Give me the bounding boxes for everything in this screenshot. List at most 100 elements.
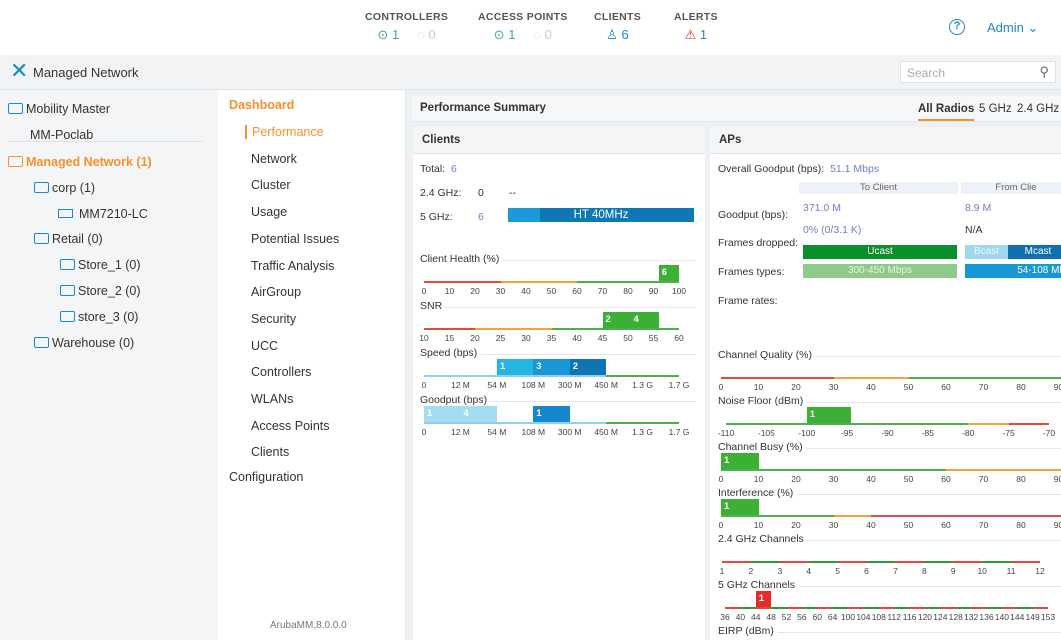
tick-label: 70 <box>978 474 989 484</box>
tab-5ghz[interactable]: 5 GHz <box>979 103 1012 115</box>
search-input[interactable]: Search ⚲ <box>900 61 1056 83</box>
mcast-bar[interactable]: Mcast <box>1008 245 1061 259</box>
user-menu[interactable]: Admin ⌄ <box>987 20 1039 35</box>
gauge-bar[interactable]: 1 <box>496 359 534 375</box>
rate-to-client-bar[interactable]: 300-450 Mbps <box>803 264 957 278</box>
tick-label: 90 <box>1053 474 1061 484</box>
nav-item-usage[interactable]: Usage <box>251 205 288 220</box>
divider <box>718 540 1061 541</box>
5ghz-clients-bar[interactable]: HT 40MHz <box>508 208 694 222</box>
tick-label: 1.3 G <box>632 427 653 437</box>
gauge-zone <box>771 607 787 609</box>
gauge-axis: 6 0 10 20 30 40 50 60 70 80 90 100 <box>422 265 686 301</box>
gauge-bar[interactable]: 3 <box>533 359 570 375</box>
nav-item-access-points[interactable]: Access Points <box>251 418 330 433</box>
nav-item-traffic-analysis[interactable]: Traffic Analysis <box>251 258 335 273</box>
gauge-bar[interactable]: 1 <box>721 453 759 469</box>
tick-label: 10 <box>444 286 455 296</box>
access-points-label: ACCESS POINTS <box>478 11 568 23</box>
gauge-zone <box>894 607 910 609</box>
gauge-bar[interactable]: 1 <box>755 591 772 607</box>
tick-label: 52 <box>781 612 792 622</box>
nav-item-performance[interactable]: Performance <box>245 125 324 139</box>
tree-node[interactable]: Retail (0) <box>34 232 103 246</box>
nav-item-wlans[interactable]: WLANs <box>251 392 294 406</box>
gauge-zone <box>878 607 895 609</box>
rate-from-client-bar[interactable]: 54-108 Mb <box>965 264 1061 278</box>
tree-node[interactable]: Mobility Master <box>8 102 110 116</box>
tab-all-radios[interactable]: All Radios <box>918 103 975 121</box>
gauge-bar[interactable]: 2 <box>569 359 607 375</box>
controllers-down: ◌ 0 <box>417 27 436 42</box>
nav-item-potential-issues[interactable]: Potential Issues <box>251 231 340 246</box>
access-points-stat[interactable]: ACCESS POINTS ⊙ 1 ◌ 0 <box>478 11 568 43</box>
gauge-zone <box>986 607 1002 609</box>
nav-item-clients[interactable]: Clients <box>251 445 290 460</box>
frame-rates-label: Frame rates: <box>718 295 778 307</box>
tick-label: 80 <box>1016 382 1026 392</box>
tick-label: 5 <box>835 566 840 576</box>
gauge-bar[interactable]: 1 <box>533 406 570 422</box>
tick-label: -90 <box>881 428 894 438</box>
tree-node-label: Retail (0) <box>52 232 103 246</box>
divider <box>718 356 1061 357</box>
search-icon[interactable]: ⚲ <box>1039 64 1049 79</box>
tree-node[interactable]: MM-Poclab <box>30 128 93 142</box>
bcast-bar[interactable]: Bcast <box>965 245 1008 259</box>
gauge-goodput-bps-: Goodput (bps) 1 4 1 0 12 M 54 M 108 M 300 M 450 M… <box>420 394 696 442</box>
frames-dropped-label: Frames dropped: <box>718 237 798 249</box>
tree-node[interactable]: store_3 (0) <box>60 310 138 324</box>
tree-node-label: Warehouse (0) <box>52 336 135 350</box>
gauge-bar-count: 4 <box>463 408 469 419</box>
gauge-title: 5 GHz Channels <box>718 579 800 591</box>
tick-label: 11 <box>1006 566 1016 576</box>
gauge-axis: 1 2 3 4 5 6 7 8 9 10 11 12 <box>720 545 1045 581</box>
tab-2-4ghz[interactable]: 2.4 GHz <box>1017 103 1060 115</box>
tree-node[interactable]: Store_2 (0) <box>60 284 141 298</box>
tick-label: 10 <box>977 566 987 576</box>
nav-item-network[interactable]: Network <box>251 151 297 166</box>
gauge-bar-count: 1 <box>427 408 433 419</box>
tick-label: 6 <box>864 566 869 576</box>
tree-node[interactable]: Warehouse (0) <box>34 336 134 350</box>
context-title: Managed Network <box>33 65 139 80</box>
gauge-bar[interactable]: 6 <box>658 265 679 281</box>
gauge-bar[interactable]: 1 <box>721 499 759 515</box>
controllers-stat[interactable]: CONTROLLERS ⊙ 1 ◌ 0 <box>365 11 448 43</box>
gauge-zone <box>1032 607 1048 609</box>
tree-node[interactable]: Managed Network (1) <box>8 155 152 169</box>
tree-node[interactable]: Store_1 (0) <box>60 258 141 272</box>
ucast-bar[interactable]: Ucast <box>803 245 957 259</box>
close-icon[interactable]: ✕ <box>10 58 29 83</box>
nav-item-ucc[interactable]: UCC <box>251 338 279 353</box>
nav-configuration[interactable]: Configuration <box>229 470 304 484</box>
gauge-title: Client Health (%) <box>420 253 504 265</box>
version-label: ArubaMM,8.0.0.0 <box>270 620 347 631</box>
nav-item-security[interactable]: Security <box>251 311 297 326</box>
nav-heading-dashboard[interactable]: Dashboard <box>229 98 295 112</box>
check-circle-icon: ⊙ <box>377 27 389 42</box>
tick-label: 12 <box>1035 566 1045 576</box>
tick-label: 30 <box>828 520 839 530</box>
tick-label: 1.3 G <box>632 380 653 390</box>
gauge-zone <box>837 561 867 563</box>
gauge-bar[interactable]: 1 <box>806 407 852 423</box>
nav-item-cluster[interactable]: Cluster <box>251 178 291 193</box>
tick-label: 54 M <box>487 380 507 390</box>
nav-item-airgroup[interactable]: AirGroup <box>251 285 302 300</box>
gauge-speed-bps-: Speed (bps) 1 3 2 0 12 M 54 M 108 M 300 M 450 M 1.… <box>420 347 696 395</box>
tick-label: 50 <box>903 520 914 530</box>
tick-label: 40 <box>521 286 531 296</box>
help-icon[interactable]: ? <box>949 19 965 35</box>
user-icon: ♙ <box>606 27 618 42</box>
folder-icon <box>60 259 75 270</box>
clients-stat[interactable]: CLIENTS ♙ 6 <box>594 11 641 43</box>
tree-node[interactable]: corp (1) <box>34 181 95 195</box>
nav-item-controllers[interactable]: Controllers <box>251 365 312 380</box>
tick-label: 450 M <box>594 427 618 437</box>
tick-label: 12 M <box>450 427 470 437</box>
tree-node[interactable]: MM7210-LC <box>58 207 148 221</box>
alerts-stat[interactable]: ALERTS ⚠ 1 <box>674 11 718 43</box>
